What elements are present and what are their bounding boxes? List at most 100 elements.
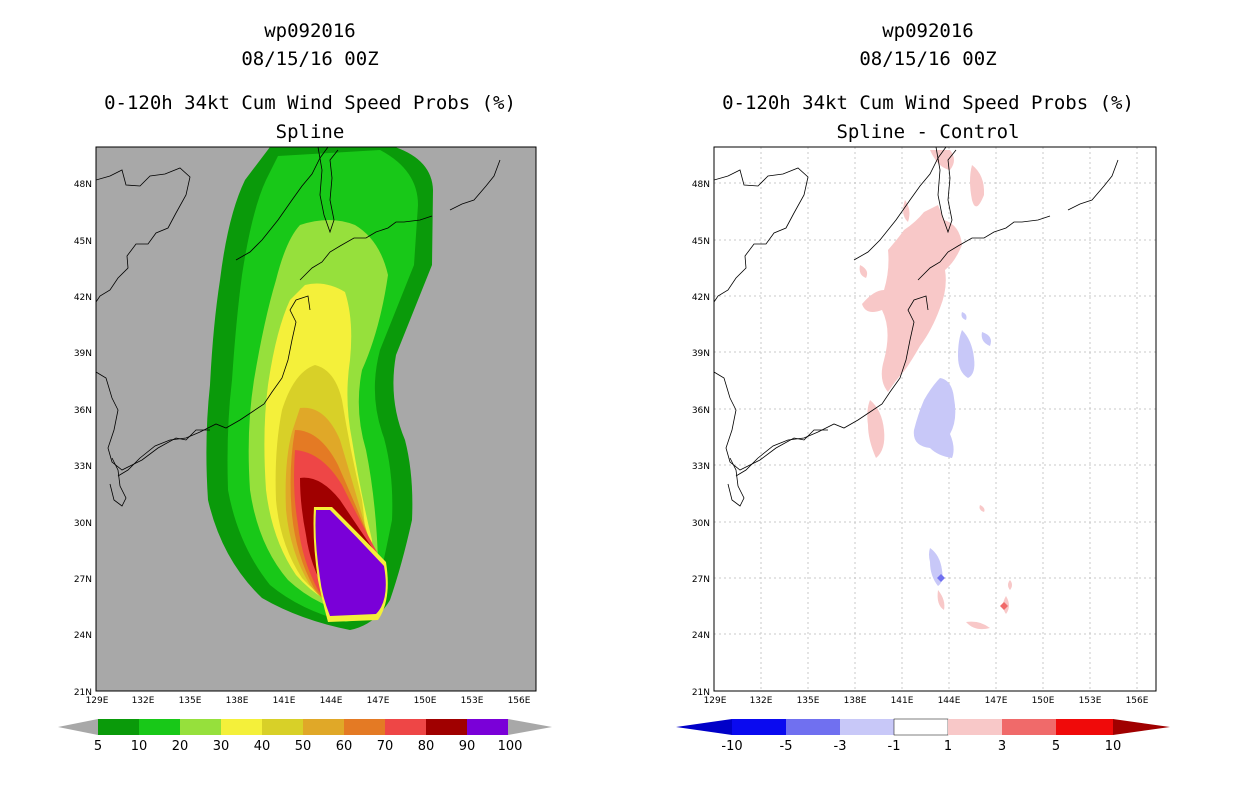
- positive-diff-region: [867, 400, 885, 458]
- right-ytick-label: 42N: [692, 293, 710, 303]
- left-colorbar-label: 70: [377, 739, 394, 754]
- left-ytick-label: 42N: [74, 293, 92, 303]
- left-ytick-label: 24N: [74, 631, 92, 641]
- negative-diff-region: [913, 378, 956, 458]
- left-coast-hokkaido: [299, 215, 433, 281]
- left-xtick-label: 129E: [86, 696, 109, 706]
- left-title-storm-id: wp092016: [264, 20, 356, 42]
- right-colorbar-swatch: [786, 719, 840, 735]
- left-colorbar-swatch: [221, 719, 262, 735]
- right-colorbar-high-arrow: [1113, 719, 1170, 735]
- left-map-panel: 21N 24N 27N 30N 33N 36N 39N 42N 45N 48N …: [74, 146, 537, 706]
- right-difference-contours: [859, 150, 1012, 630]
- right-colorbar-low-arrow: [676, 719, 732, 735]
- left-coast-honshu: [117, 295, 311, 477]
- right-xtick-label: 138E: [844, 696, 867, 706]
- left-coast-asia: [96, 167, 191, 303]
- right-ytick-label: 33N: [692, 462, 710, 472]
- left-colorbar-label: 90: [459, 739, 476, 754]
- left-title-product: 0-120h 34kt Cum Wind Speed Probs (%): [104, 92, 516, 114]
- right-coast-sakhalin: [935, 147, 957, 234]
- right-xtick-label: 147E: [985, 696, 1008, 706]
- right-colorbar-swatch: [893, 718, 949, 736]
- left-colorbar-label: 5: [94, 739, 102, 754]
- left-xtick-label: 153E: [461, 696, 484, 706]
- right-coast-korea: [714, 371, 828, 471]
- left-xtick-label: 132E: [132, 696, 155, 706]
- left-colorbar-label: 100: [498, 739, 523, 754]
- right-ytick-label: 36N: [692, 406, 710, 416]
- right-x-ticks: 129E 132E 135E 138E 141E 144E 147E 150E …: [704, 696, 1149, 706]
- right-ytick-label: 39N: [692, 349, 710, 359]
- right-xtick-label: 132E: [750, 696, 773, 706]
- left-coast-korea: [96, 371, 210, 471]
- left-colorbar-label: 30: [213, 739, 230, 754]
- left-colorbar-label: 10: [131, 739, 148, 754]
- positive-diff-region: [979, 505, 985, 512]
- left-colorbar-swatch: [262, 719, 303, 735]
- left-ytick-label: 33N: [74, 462, 92, 472]
- right-xtick-label: 150E: [1032, 696, 1055, 706]
- left-colorbar-label: 20: [172, 739, 189, 754]
- positive-diff-region: [966, 621, 990, 630]
- left-ytick-label: 30N: [74, 519, 92, 529]
- left-coast-mainland-ne: [235, 147, 329, 261]
- right-colorbar-label: -5: [780, 739, 793, 754]
- left-title-datetime: 08/15/16 00Z: [241, 48, 379, 70]
- right-ytick-label: 24N: [692, 631, 710, 641]
- left-colorbar-label: 80: [418, 739, 435, 754]
- right-coast-mainland-ne: [853, 147, 947, 261]
- right-coast-kurils: [1067, 159, 1119, 211]
- right-ytick-label: 30N: [692, 519, 710, 529]
- right-title-method: Spline - Control: [836, 121, 1020, 143]
- right-coast-kyushu: [727, 457, 745, 507]
- right-title-storm-id: wp092016: [882, 20, 974, 42]
- left-coast-kurils: [449, 159, 501, 211]
- positive-diff-region: [970, 165, 985, 207]
- positive-diff-region: [930, 150, 954, 170]
- right-colorbar-label: 3: [998, 739, 1006, 754]
- right-map-frame: [713, 146, 1157, 692]
- right-xtick-label: 153E: [1079, 696, 1102, 706]
- left-colorbar-high-arrow: [508, 719, 552, 735]
- left-y-ticks: 21N 24N 27N 30N 33N 36N 39N 42N 45N 48N: [74, 180, 92, 698]
- left-title-method: Spline: [275, 121, 345, 143]
- left-xtick-label: 144E: [320, 696, 343, 706]
- left-colorbar-low-arrow: [58, 719, 98, 735]
- left-colorbar-swatch: [180, 719, 221, 735]
- right-colorbar-swatch: [732, 719, 786, 735]
- left-map-frame: [95, 146, 537, 692]
- left-ytick-label: 39N: [74, 349, 92, 359]
- left-colorbar-swatch: [467, 719, 508, 735]
- right-coastlines: [714, 147, 1119, 507]
- right-xtick-label: 141E: [891, 696, 914, 706]
- right-ytick-label: 48N: [692, 180, 710, 190]
- right-xtick-label: 135E: [797, 696, 820, 706]
- negative-diff-region: [981, 332, 991, 346]
- right-ytick-label: 21N: [692, 688, 710, 698]
- positive-diff-region: [862, 205, 962, 392]
- right-title-product: 0-120h 34kt Cum Wind Speed Probs (%): [722, 92, 1134, 114]
- left-coast-sakhalin: [317, 147, 339, 234]
- right-colorbar-swatch: [948, 719, 1002, 735]
- contour-100: [315, 510, 386, 616]
- left-colorbar-label: 40: [254, 739, 271, 754]
- left-ytick-label: 48N: [74, 180, 92, 190]
- left-colorbar-swatch: [426, 719, 467, 735]
- right-colorbar-label: 1: [944, 739, 952, 754]
- right-colorbar-swatch: [1056, 719, 1113, 735]
- left-colorbar-label: 60: [336, 739, 353, 754]
- negative-diff-region: [961, 312, 967, 320]
- left-xtick-label: 150E: [414, 696, 437, 706]
- positive-diff-peak: [1000, 602, 1008, 610]
- right-xtick-label: 129E: [704, 696, 727, 706]
- right-title-datetime: 08/15/16 00Z: [859, 48, 997, 70]
- left-colorbar-swatch: [139, 719, 180, 735]
- left-xtick-label: 141E: [273, 696, 296, 706]
- negative-diff-region: [958, 330, 975, 378]
- left-colorbar-swatch: [303, 719, 344, 735]
- left-coastlines: [96, 147, 501, 507]
- right-coast-hokkaido: [917, 215, 1051, 281]
- left-x-ticks: 129E 132E 135E 138E 141E 144E 147E 150E …: [86, 696, 531, 706]
